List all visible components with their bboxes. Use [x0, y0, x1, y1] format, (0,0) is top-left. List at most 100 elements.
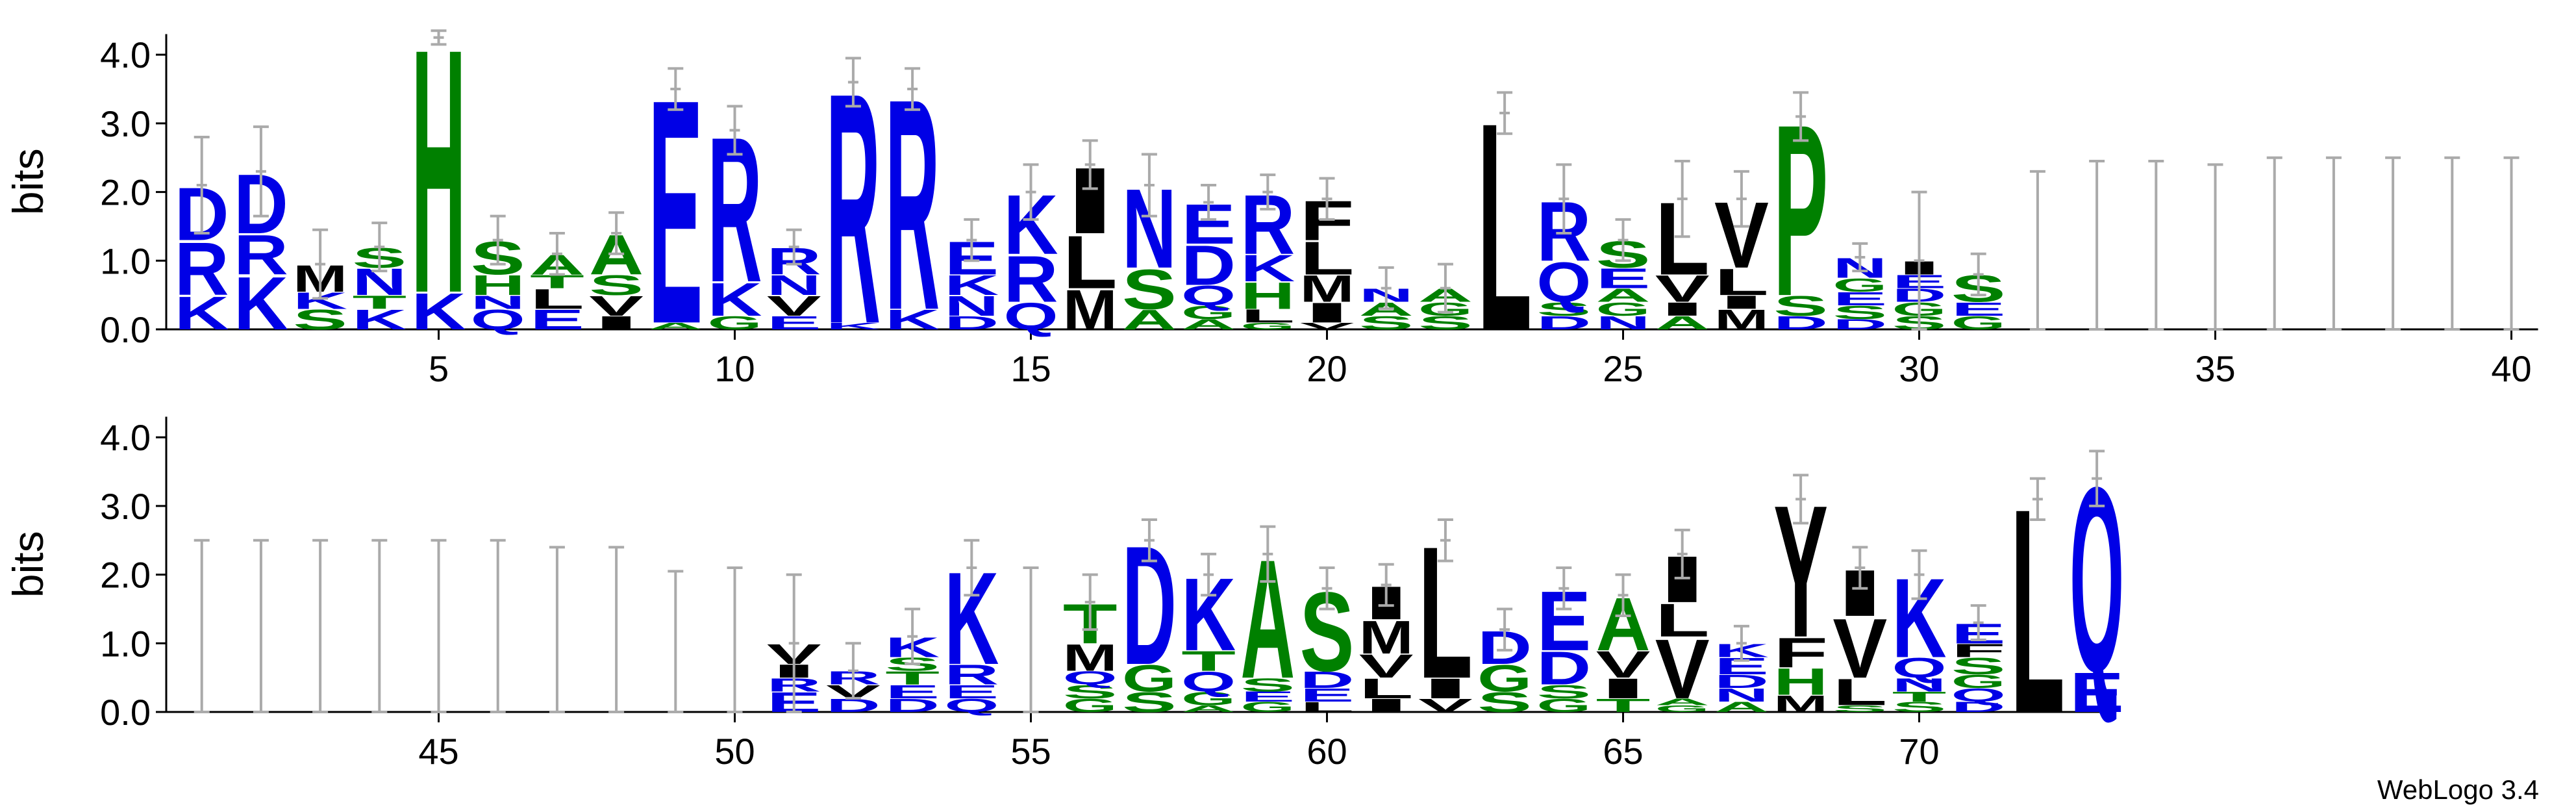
logo-letter: S: [293, 304, 347, 336]
logo-letter: Q: [944, 695, 999, 717]
error-bar: [1852, 242, 1868, 273]
logo-letter: K: [885, 304, 940, 336]
error-bar: [1674, 160, 1690, 238]
error-bar: [1911, 549, 1927, 600]
logo-letter: G: [1951, 312, 2006, 334]
logo-letter: N: [767, 270, 821, 301]
logo-letter: K: [944, 270, 999, 301]
error-bar: [1615, 573, 1631, 618]
error-bar: [1970, 604, 1986, 642]
logo-letter: E: [885, 681, 940, 702]
logo-letter: E: [530, 304, 584, 336]
error-bar: [2266, 156, 2282, 331]
y-tick-label: 4.0: [100, 34, 151, 75]
error-bar: [1793, 474, 1809, 525]
logo-letter: A: [1122, 304, 1177, 336]
error-bar: [905, 67, 921, 111]
logo-letter: V: [1655, 622, 1710, 717]
logo-letter: E: [1300, 685, 1355, 706]
error-bar: [845, 57, 861, 108]
logo-letter: D: [1832, 316, 1887, 332]
logo-letter: S: [1240, 674, 1295, 696]
logo-letter: E: [1240, 689, 1295, 705]
logo-letter: E: [1832, 288, 1887, 310]
logo-letter: S: [1832, 302, 1887, 324]
error-bar: [1497, 91, 1513, 135]
logo-letter: I: [1418, 673, 1473, 705]
error-bar: [2089, 160, 2105, 331]
y-tick-label: 1.0: [100, 623, 151, 664]
logo-letter: S: [1359, 312, 1414, 334]
logo-letter: H: [471, 270, 525, 301]
x-tick-label: 40: [2491, 348, 2531, 389]
logo-letter: V: [1655, 268, 1710, 311]
error-bar: [1556, 566, 1572, 611]
logo-letter: H: [1773, 661, 1828, 704]
error-bar: [490, 539, 506, 713]
error-bar: [1260, 173, 1276, 211]
error-bar: [2029, 170, 2045, 331]
error-bar: [2207, 163, 2223, 331]
logo-letter: T: [885, 667, 940, 689]
logo-letter: D: [1181, 233, 1236, 296]
error-bar: [1793, 91, 1809, 142]
error-bar: [727, 105, 743, 156]
error-bar: [845, 642, 861, 700]
y-tick-label: 2.0: [100, 172, 151, 213]
error-bar: [1911, 190, 1927, 331]
logo-letter: Q: [471, 304, 525, 336]
logo-letter: S: [1063, 681, 1118, 702]
logo-letter: K: [234, 261, 288, 346]
logo-letter: N: [471, 292, 525, 313]
logo-letter: I: [1655, 298, 1710, 320]
logo-letter: G: [1181, 688, 1236, 709]
error-bar: [786, 228, 802, 266]
x-tick-label: 50: [714, 731, 755, 772]
logo-letter: V: [767, 290, 821, 322]
error-bar: [2325, 156, 2342, 331]
logo-letter: Q: [1181, 666, 1236, 698]
error-bar: [2029, 477, 2045, 522]
error-bar: [727, 566, 743, 713]
error-bar: [1082, 573, 1098, 631]
logo-letter: N: [1714, 685, 1769, 706]
error-bar: [1319, 566, 1335, 611]
logo-letter: S: [1773, 290, 1828, 322]
x-tick-label: 15: [1010, 348, 1051, 389]
error-bar: [1378, 266, 1394, 311]
logo-letter: G: [1240, 321, 1295, 331]
error-bar: [1674, 528, 1690, 579]
logo-letter: A: [648, 321, 703, 331]
logo-letter: V: [589, 290, 644, 322]
logo-letter: L: [530, 283, 584, 315]
logo-letter: D: [1536, 642, 1591, 694]
logo-letter: A: [1181, 704, 1236, 714]
logo-letter: H: [412, 0, 466, 366]
logo-letter: I: [1596, 673, 1651, 705]
logo-letter: A: [1655, 312, 1710, 334]
error-bar: [1141, 153, 1157, 218]
logo-letter: L: [1714, 261, 1769, 303]
logo-letter: D: [885, 695, 940, 717]
error-bar: [1733, 624, 1749, 662]
error-bar: [1023, 566, 1039, 713]
logo-letter: G: [1655, 704, 1710, 714]
error-bar: [1260, 525, 1276, 583]
logo-letter: S: [589, 270, 644, 301]
error-bar: [608, 546, 625, 713]
logo-letter: G: [1477, 657, 1532, 700]
logo-letter: M: [1359, 611, 1414, 664]
logo-letter: E: [1951, 298, 2006, 320]
logo-letter: K: [352, 304, 406, 336]
logo-letter: I: [1359, 695, 1414, 717]
logo-letter: I: [589, 312, 644, 334]
error-bar: [1615, 218, 1631, 262]
error-bar: [668, 67, 684, 111]
error-bar: [549, 232, 565, 276]
logo-letter: S: [1477, 687, 1532, 718]
logo-letter: S: [1536, 681, 1591, 702]
logo-letter: T: [1596, 695, 1651, 717]
